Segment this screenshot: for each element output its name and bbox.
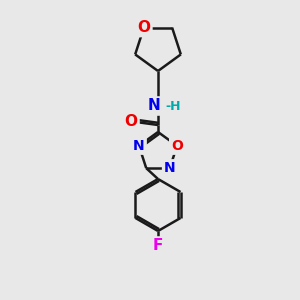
Text: N: N — [133, 139, 145, 153]
Text: O: O — [124, 115, 137, 130]
Text: N: N — [164, 161, 176, 175]
Text: O: O — [171, 139, 183, 153]
Text: F: F — [153, 238, 163, 253]
Text: O: O — [137, 20, 150, 35]
Text: N: N — [148, 98, 160, 113]
Text: -H: -H — [165, 100, 181, 112]
